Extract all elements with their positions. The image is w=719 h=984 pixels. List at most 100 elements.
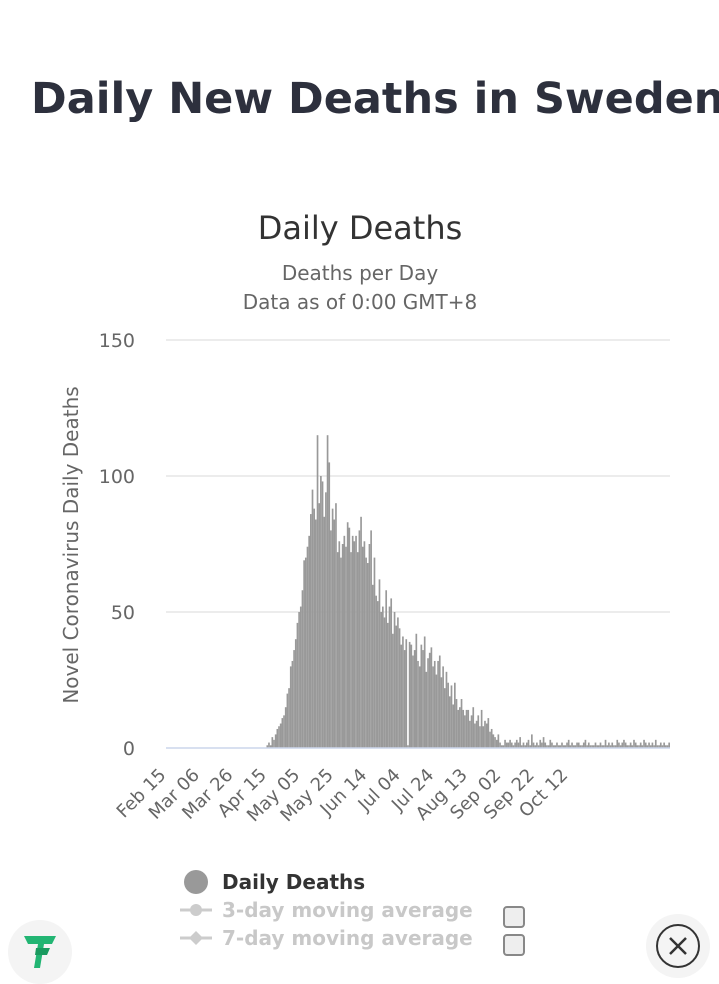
bar <box>658 745 660 748</box>
bar <box>301 590 304 748</box>
bar <box>447 682 449 748</box>
app-logo-button[interactable] <box>8 920 72 984</box>
bar <box>428 652 431 748</box>
bar <box>477 715 480 748</box>
close-button[interactable] <box>646 914 710 978</box>
bar <box>479 726 481 748</box>
3-day-average-checkbox[interactable] <box>503 906 525 928</box>
bar <box>609 745 612 748</box>
bar <box>350 552 352 748</box>
bar <box>438 655 441 748</box>
bar <box>378 579 381 748</box>
7-day-average-checkbox[interactable] <box>503 934 525 956</box>
bar <box>572 745 575 748</box>
bar <box>323 516 326 748</box>
bar <box>502 745 505 748</box>
bar <box>433 660 436 748</box>
bar <box>387 622 389 748</box>
bar <box>628 745 630 748</box>
bar <box>348 527 351 748</box>
y-tick-label: 100 <box>99 466 135 488</box>
bar <box>410 644 413 748</box>
bar <box>531 734 533 748</box>
bar-series <box>266 435 670 748</box>
bar <box>623 739 625 748</box>
line-diamond-icon <box>180 930 212 946</box>
bar <box>547 745 550 748</box>
bar <box>407 745 409 748</box>
bar <box>562 745 565 748</box>
bar <box>482 726 485 748</box>
bar <box>336 552 339 748</box>
bar <box>567 739 570 748</box>
bar <box>631 745 634 748</box>
bar <box>425 671 428 748</box>
bar <box>271 737 274 748</box>
bar <box>519 737 521 748</box>
bar <box>509 739 511 748</box>
bar <box>534 745 537 748</box>
bar <box>604 739 607 748</box>
bar <box>596 745 598 748</box>
bar <box>559 745 562 748</box>
bar <box>500 745 503 748</box>
bar <box>268 742 270 748</box>
bar <box>417 660 419 748</box>
y-axis-label: Novel Coronavirus Daily Deaths <box>59 386 83 703</box>
bar <box>668 742 670 748</box>
y-tick-label: 0 <box>123 738 135 760</box>
bar <box>440 677 443 748</box>
bar <box>331 508 334 748</box>
bar <box>663 742 665 748</box>
bar <box>465 709 468 748</box>
y-tick-label: 50 <box>111 602 135 624</box>
bar <box>400 644 403 748</box>
bar <box>459 707 461 748</box>
bar <box>556 742 558 748</box>
legend-item-7-day-average[interactable]: 7-day moving average <box>180 924 540 952</box>
bar <box>412 655 414 748</box>
bar <box>380 612 382 748</box>
bar <box>443 688 446 748</box>
bar <box>613 745 615 748</box>
bar <box>281 718 284 748</box>
bar <box>343 535 346 748</box>
close-icon <box>656 924 700 968</box>
bar <box>371 584 374 748</box>
bar <box>462 709 465 748</box>
bar <box>634 742 637 748</box>
bar <box>537 745 540 748</box>
bar <box>639 742 642 748</box>
bar <box>649 745 652 748</box>
bar <box>274 734 277 748</box>
bar <box>303 560 305 748</box>
bar <box>603 745 605 748</box>
bar <box>296 622 299 748</box>
bar <box>484 720 486 748</box>
bar <box>390 598 393 748</box>
bar <box>653 745 655 748</box>
bar <box>356 552 359 748</box>
bar <box>656 745 659 748</box>
bar <box>527 739 530 748</box>
bar <box>361 546 364 748</box>
bar <box>636 745 639 748</box>
bar <box>454 682 456 748</box>
bar <box>325 492 327 748</box>
legend-item-3-day-average[interactable]: 3-day moving average <box>180 896 540 924</box>
bar <box>505 742 508 748</box>
bar <box>365 557 367 748</box>
legend-item-daily-deaths[interactable]: Daily Deaths <box>180 868 540 896</box>
bar <box>494 737 496 748</box>
bar <box>376 601 379 748</box>
bar <box>353 541 356 748</box>
bar <box>393 612 396 748</box>
bar <box>621 742 624 748</box>
bar <box>457 709 460 748</box>
bar <box>338 541 341 748</box>
daily-deaths-chart: Daily Deaths Deaths per Day Data as of 0… <box>59 209 670 826</box>
bar <box>648 742 650 748</box>
bar <box>614 745 617 748</box>
bar <box>544 742 547 748</box>
bar <box>278 726 280 748</box>
